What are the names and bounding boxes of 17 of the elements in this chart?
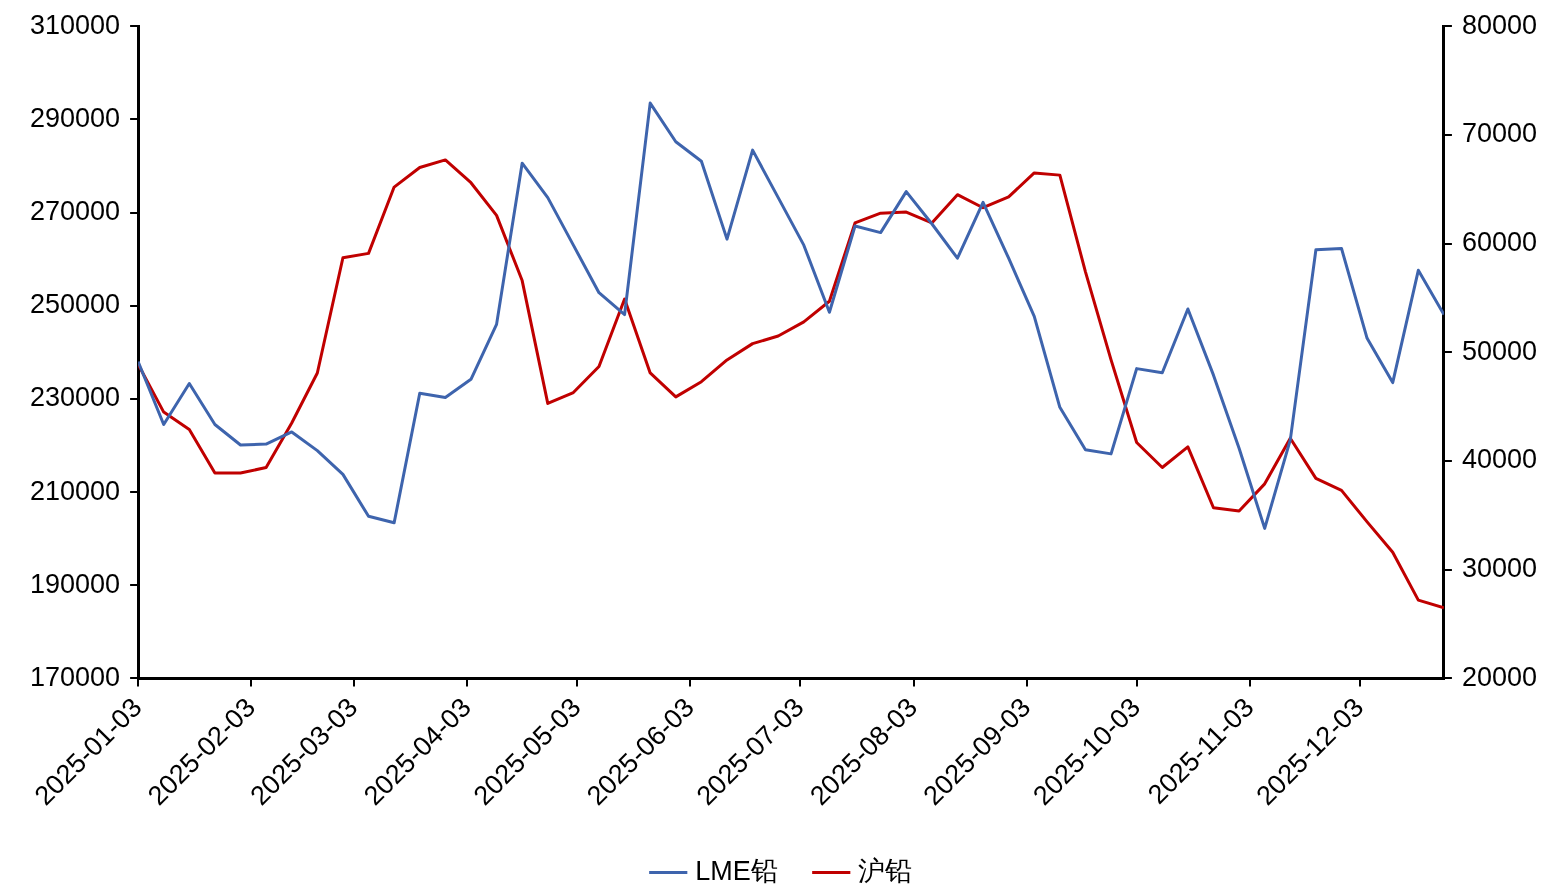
y-tick-label: 270000 xyxy=(29,196,121,226)
y2-tick-label: 30000 xyxy=(1461,553,1538,584)
y-tick-label: 310000 xyxy=(29,9,121,40)
y-tick-label: 230000 xyxy=(29,382,121,413)
y-tick-label: 290000 xyxy=(29,102,121,133)
y-tick-label: 170000 xyxy=(29,661,121,692)
y2-tick-label: 70000 xyxy=(1461,118,1538,149)
y2-tick-label: 60000 xyxy=(1461,227,1538,258)
y-tick-label: 250000 xyxy=(29,289,121,320)
legend-label: LME铅 xyxy=(695,855,778,886)
y2-tick-label: 80000 xyxy=(1461,9,1538,40)
y-tick-label: 210000 xyxy=(29,475,121,506)
y2-tick-label: 50000 xyxy=(1461,335,1538,366)
legend-label: 沪铅 xyxy=(858,855,913,886)
y2-tick-label: 20000 xyxy=(1461,661,1538,692)
y2-tick-label: 40000 xyxy=(1461,444,1538,475)
y-tick-label: 190000 xyxy=(29,568,121,599)
